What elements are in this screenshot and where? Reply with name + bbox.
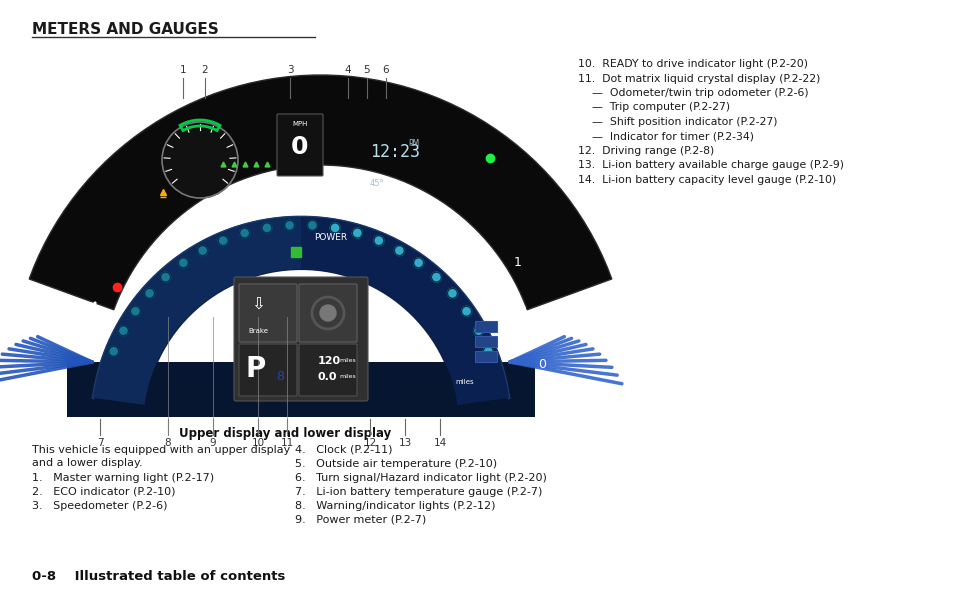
FancyBboxPatch shape: [298, 344, 356, 396]
Text: 0: 0: [537, 359, 545, 371]
Text: 8: 8: [165, 438, 172, 448]
Circle shape: [160, 272, 171, 282]
Polygon shape: [93, 217, 301, 405]
Text: MPH: MPH: [292, 121, 308, 127]
Text: 14.  Li-ion battery capacity level gauge (P.2-10): 14. Li-ion battery capacity level gauge …: [578, 175, 836, 185]
Text: 8.   Warning/indicator lights (P.2-12): 8. Warning/indicator lights (P.2-12): [294, 501, 495, 511]
Text: P: P: [246, 355, 266, 383]
Text: 1.   Master warning light (P.2-17): 1. Master warning light (P.2-17): [32, 473, 213, 483]
Text: 2: 2: [201, 65, 208, 75]
Text: 6: 6: [382, 65, 389, 75]
Text: 10.  READY to drive indicator light (P.2-20): 10. READY to drive indicator light (P.2-…: [578, 59, 807, 69]
Text: 6.   Turn signal/Hazard indicator light (P.2-20): 6. Turn signal/Hazard indicator light (P…: [294, 473, 546, 483]
FancyBboxPatch shape: [475, 336, 497, 347]
Text: ⇩: ⇩: [251, 295, 265, 313]
PathPatch shape: [93, 217, 508, 405]
FancyBboxPatch shape: [475, 351, 497, 362]
Text: POWER: POWER: [314, 233, 347, 242]
Text: 7: 7: [96, 438, 103, 448]
Circle shape: [319, 305, 335, 321]
Text: 14: 14: [433, 438, 446, 448]
Circle shape: [131, 306, 140, 316]
Text: METERS AND GAUGES: METERS AND GAUGES: [32, 22, 218, 37]
Text: 3: 3: [287, 65, 293, 75]
Text: miles: miles: [338, 359, 355, 364]
FancyBboxPatch shape: [276, 114, 323, 176]
Circle shape: [284, 220, 294, 231]
Text: 45°: 45°: [370, 178, 384, 188]
Text: 5: 5: [363, 65, 370, 75]
Text: miles: miles: [338, 374, 355, 379]
Text: 13: 13: [398, 438, 411, 448]
FancyBboxPatch shape: [239, 344, 296, 396]
Polygon shape: [301, 217, 508, 405]
Circle shape: [145, 289, 154, 298]
Circle shape: [162, 122, 237, 198]
FancyBboxPatch shape: [475, 321, 497, 332]
Circle shape: [178, 258, 188, 268]
Text: 10: 10: [252, 438, 264, 448]
Text: 3.   Speedometer (P.2-6): 3. Speedometer (P.2-6): [32, 501, 168, 511]
Circle shape: [473, 325, 483, 336]
Circle shape: [461, 306, 471, 316]
Text: 1: 1: [514, 255, 521, 269]
Circle shape: [447, 289, 457, 298]
Text: and a lower display.: and a lower display.: [32, 458, 143, 468]
Text: 12: 12: [363, 438, 376, 448]
Text: 4: 4: [344, 65, 351, 75]
Text: 12:23: 12:23: [370, 143, 419, 161]
Text: 9.   Power meter (P.2-7): 9. Power meter (P.2-7): [294, 515, 426, 525]
Text: PM: PM: [408, 139, 418, 148]
Text: ⛽: ⛽: [518, 304, 524, 314]
Text: 11.  Dot matrix liquid crystal display (P.2-22): 11. Dot matrix liquid crystal display (P…: [578, 73, 820, 83]
FancyBboxPatch shape: [239, 284, 296, 342]
Text: miles: miles: [456, 379, 474, 385]
Text: 5.   Outside air temperature (P.2-10): 5. Outside air temperature (P.2-10): [294, 459, 497, 469]
Text: —  Trip computer (P.2-27): — Trip computer (P.2-27): [592, 102, 729, 113]
Circle shape: [374, 235, 383, 246]
Text: —  Shift position indicator (P.2-27): — Shift position indicator (P.2-27): [592, 117, 777, 127]
Text: Upper display and lower display: Upper display and lower display: [178, 427, 391, 440]
Circle shape: [307, 220, 317, 231]
Text: 4.   Clock (P.2-11): 4. Clock (P.2-11): [294, 445, 392, 455]
FancyBboxPatch shape: [233, 277, 368, 401]
Circle shape: [118, 325, 129, 336]
Circle shape: [109, 346, 118, 356]
Text: 120: 120: [317, 356, 341, 366]
Text: 8: 8: [275, 370, 284, 384]
Text: 0: 0: [291, 135, 309, 159]
Circle shape: [483, 346, 493, 356]
Text: 7.   Li-ion battery temperature gauge (P.2-7): 7. Li-ion battery temperature gauge (P.2…: [294, 487, 542, 497]
Text: 0-8    Illustrated table of contents: 0-8 Illustrated table of contents: [32, 570, 285, 583]
Text: 11: 11: [280, 438, 294, 448]
Text: 12.  Driving range (P.2-8): 12. Driving range (P.2-8): [578, 146, 714, 156]
Text: 2.   ECO indicator (P.2-10): 2. ECO indicator (P.2-10): [32, 487, 175, 497]
FancyBboxPatch shape: [298, 284, 356, 342]
FancyBboxPatch shape: [67, 362, 535, 417]
Text: 1: 1: [179, 65, 186, 75]
Circle shape: [414, 258, 423, 268]
Circle shape: [330, 223, 339, 233]
PathPatch shape: [30, 75, 611, 310]
Text: —  Indicator for timer (P.2-34): — Indicator for timer (P.2-34): [592, 131, 753, 142]
Circle shape: [239, 228, 250, 238]
Circle shape: [352, 228, 362, 238]
Text: —  Odometer/twin trip odometer (P.2-6): — Odometer/twin trip odometer (P.2-6): [592, 88, 808, 98]
Text: 13.  Li-ion battery available charge gauge (P.2-9): 13. Li-ion battery available charge gaug…: [578, 160, 843, 171]
Circle shape: [197, 246, 208, 255]
Text: This vehicle is equipped with an upper display: This vehicle is equipped with an upper d…: [32, 445, 290, 455]
Text: 9: 9: [210, 438, 216, 448]
Circle shape: [218, 235, 228, 246]
Circle shape: [431, 272, 441, 282]
Circle shape: [262, 223, 272, 233]
Text: Brake: Brake: [248, 328, 268, 334]
Text: 0.0: 0.0: [317, 372, 337, 382]
Circle shape: [394, 246, 404, 255]
